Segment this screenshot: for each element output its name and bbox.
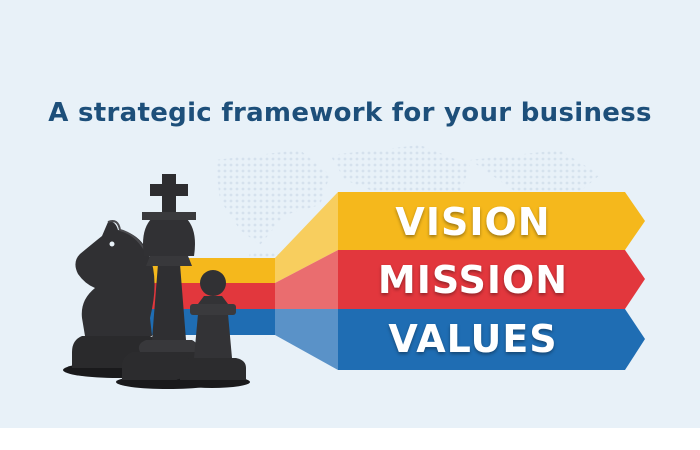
vision-fan: [275, 192, 338, 283]
bottom-band: [0, 428, 700, 450]
values-label: VALUES: [388, 317, 558, 361]
mission-banner: [338, 250, 645, 309]
knight-icon: [63, 220, 173, 378]
chess-pieces: [63, 174, 250, 389]
values-banner: [338, 309, 645, 370]
pawn-icon: [174, 270, 250, 388]
mission-fan: [275, 250, 338, 309]
vision-label: VISION: [395, 200, 551, 244]
page-title: A strategic framework for your business: [48, 98, 652, 128]
vision-banner: [338, 192, 645, 250]
mission-label: MISSION: [377, 258, 569, 302]
values-fan: [275, 309, 338, 370]
